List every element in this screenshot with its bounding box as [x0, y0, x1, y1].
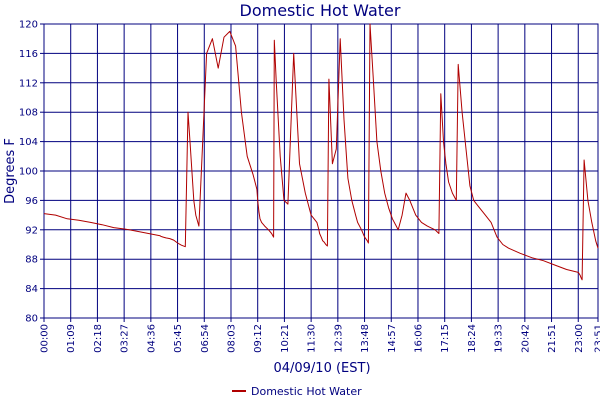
x-tick-label: 05:45: [173, 324, 184, 353]
x-tick-label: 04:36: [146, 324, 157, 353]
y-tick-label: 92: [25, 225, 38, 236]
x-tick-label: 02:18: [93, 324, 104, 353]
y-tick-label: 116: [19, 49, 38, 60]
grid: [43, 23, 599, 319]
x-tick-label: 18:24: [467, 324, 478, 353]
y-tick-label: 100: [19, 167, 38, 178]
x-tick-label: 23:00: [574, 324, 585, 353]
x-tick-label: 17:15: [440, 324, 451, 353]
x-axis-label: 04/09/10 (EST): [273, 361, 370, 376]
legend: Domestic Hot Water: [232, 385, 362, 398]
x-tick-label: 08:03: [226, 324, 237, 353]
series-group: [43, 23, 599, 281]
y-tick-label: 84: [25, 284, 38, 295]
y-tick-label: 88: [25, 255, 38, 266]
x-tick-label: 13:48: [360, 324, 371, 353]
y-tick-label: 108: [19, 108, 38, 119]
y-tick-label: 112: [19, 78, 38, 89]
x-tick-label: 21:51: [547, 324, 558, 353]
y-axis-label: Degrees F: [3, 138, 18, 204]
x-tick-label: 10:21: [280, 324, 291, 353]
y-tick-label: 104: [19, 137, 38, 148]
y-tick-label: 80: [25, 314, 38, 325]
series-line-domestic-hot-water: [43, 23, 599, 281]
x-tick-label: 09:12: [253, 324, 264, 353]
x-tick-label: 11:30: [307, 324, 318, 353]
legend-label-domestic-hot-water: Domestic Hot Water: [251, 385, 362, 398]
x-axis-ticks: 00:00 01:09 02:18 03:27 04:36 05:45 06:54 08:03…: [40, 318, 600, 353]
x-tick-label: 23:51: [594, 324, 600, 353]
x-tick-label: 01:09: [66, 324, 77, 353]
x-tick-label: 19:33: [494, 324, 505, 353]
chart-title: Domestic Hot Water: [240, 1, 401, 20]
x-tick-label: 20:42: [520, 324, 531, 353]
x-tick-label: 00:00: [40, 324, 51, 353]
x-tick-label: 16:06: [413, 324, 424, 353]
y-tick-label: 96: [25, 196, 38, 207]
y-tick-label: 120: [19, 20, 38, 31]
x-tick-label: 12:39: [333, 324, 344, 353]
x-tick-label: 14:57: [387, 324, 398, 353]
x-tick-label: 03:27: [120, 324, 131, 353]
x-tick-label: 06:54: [200, 324, 211, 353]
y-axis-ticks: 80 84 88 92 96 100 104 108 112 116 120: [19, 20, 44, 325]
